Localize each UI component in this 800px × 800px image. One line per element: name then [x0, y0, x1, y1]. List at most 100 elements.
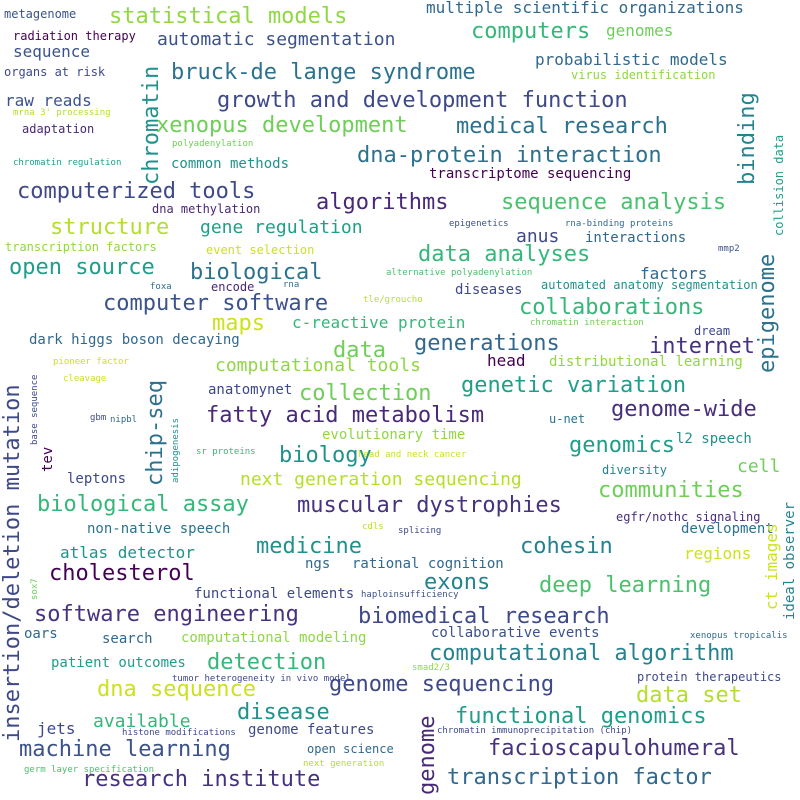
word: fatty acid metabolism [206, 403, 485, 428]
word: algorithms [316, 190, 449, 215]
word: diseases [455, 282, 523, 298]
word: diversity [602, 463, 668, 477]
word: germ layer specification [24, 765, 155, 775]
word: encode [211, 280, 255, 294]
word: transcription factors [5, 240, 157, 254]
word: polyadenylation [172, 139, 254, 149]
word: epigenome [755, 253, 780, 373]
word: development [681, 521, 774, 537]
word: multiple scientific organizations [426, 0, 744, 17]
word: nipbl [110, 415, 138, 425]
word: communities [598, 478, 744, 503]
word: ngs [305, 556, 331, 572]
word: functional genomics [455, 704, 707, 729]
word: organs at risk [4, 65, 106, 79]
word: computational tools [215, 355, 421, 376]
word: dream [694, 324, 731, 338]
word: sox7 [30, 578, 40, 600]
word: epigenetics [449, 219, 509, 229]
word: facioscapulohumeral [488, 736, 740, 761]
word: oars [24, 626, 58, 642]
word: growth and development function [217, 88, 628, 113]
word: head [487, 351, 526, 370]
word: head and neck cancer [358, 450, 467, 460]
word: jets [37, 719, 76, 738]
word: automated anatomy segmentation [541, 278, 758, 292]
word: common methods [171, 156, 290, 172]
word: genome-wide [611, 397, 757, 422]
word: computational algorithm [429, 641, 734, 666]
word: collision data [772, 134, 786, 236]
word: gbm [90, 413, 107, 423]
word: binding [735, 92, 760, 185]
word: open source [9, 255, 155, 280]
word: next generation [303, 759, 385, 769]
word: bruck-de lange syndrome [171, 60, 476, 85]
word: computer software [103, 291, 329, 316]
word: internet [649, 334, 755, 359]
word: u-net [549, 412, 586, 426]
word: available [93, 711, 191, 732]
word: sr proteins [196, 447, 256, 457]
word: data set [636, 683, 742, 708]
word: genome sequencing [329, 672, 555, 697]
word: non-native speech [87, 521, 231, 537]
word: dark higgs boson decaying [29, 332, 240, 348]
word: generations [414, 331, 560, 356]
word: software engineering [34, 602, 299, 627]
word: egfr/nothc signaling [616, 510, 761, 524]
word: ideal observer [782, 501, 798, 620]
word: maps [212, 311, 265, 336]
word: sequence [13, 42, 91, 61]
word: factors [640, 264, 708, 283]
word: chip-seq [143, 380, 168, 486]
word: mmp2 [718, 244, 740, 254]
word: virus identification [571, 68, 716, 82]
word: insertion/deletion mutation [0, 384, 25, 742]
word: functional elements [194, 586, 355, 602]
word: histone modifications [122, 728, 236, 738]
word: tle/groucho [363, 295, 423, 305]
word: evolutionary time [322, 427, 466, 443]
word: cholesterol [49, 561, 195, 586]
word: alternative polyadenylation [386, 268, 533, 278]
word: dna methylation [152, 202, 261, 216]
word: search [102, 631, 153, 647]
word: atlas detector [60, 543, 195, 562]
word: transcription factor [447, 765, 712, 790]
word: cell [737, 456, 781, 477]
word: foxa [150, 282, 172, 292]
word: rna-binding proteins [565, 219, 674, 229]
word: genome features [248, 722, 375, 738]
word: computers [471, 19, 591, 44]
word: haploinsufficiency [361, 590, 459, 600]
word: gene regulation [200, 217, 363, 238]
word: muscular dystrophies [297, 493, 562, 518]
word: rational cognition [352, 556, 504, 572]
word: genomes [606, 21, 674, 40]
word: mrna 3' processing [13, 108, 111, 118]
word: biological [190, 260, 323, 285]
word: data analyses [418, 242, 591, 267]
word: data [333, 338, 386, 363]
word: leptons [67, 471, 127, 487]
word: c-reactive protein [292, 313, 466, 332]
word: collection [299, 381, 432, 406]
word: dna sequence [97, 677, 256, 702]
word: patient outcomes [51, 655, 186, 671]
word: probabilistic models [535, 50, 728, 69]
word: computerized tools [17, 179, 256, 204]
word: base sequence [30, 374, 40, 445]
word: tumor heterogeneity in vivo model [172, 674, 351, 684]
word: biological assay [37, 492, 249, 517]
word: xenopus development [156, 113, 408, 138]
word: dna-protein interaction [357, 143, 662, 168]
word: medicine [256, 534, 362, 559]
word: chromatin regulation [13, 158, 122, 168]
word: anatomynet [208, 382, 293, 398]
word: metagenome [4, 7, 77, 21]
word: automatic segmentation [157, 29, 396, 50]
word: chromatin interaction [530, 318, 644, 328]
word: event selection [206, 243, 315, 257]
